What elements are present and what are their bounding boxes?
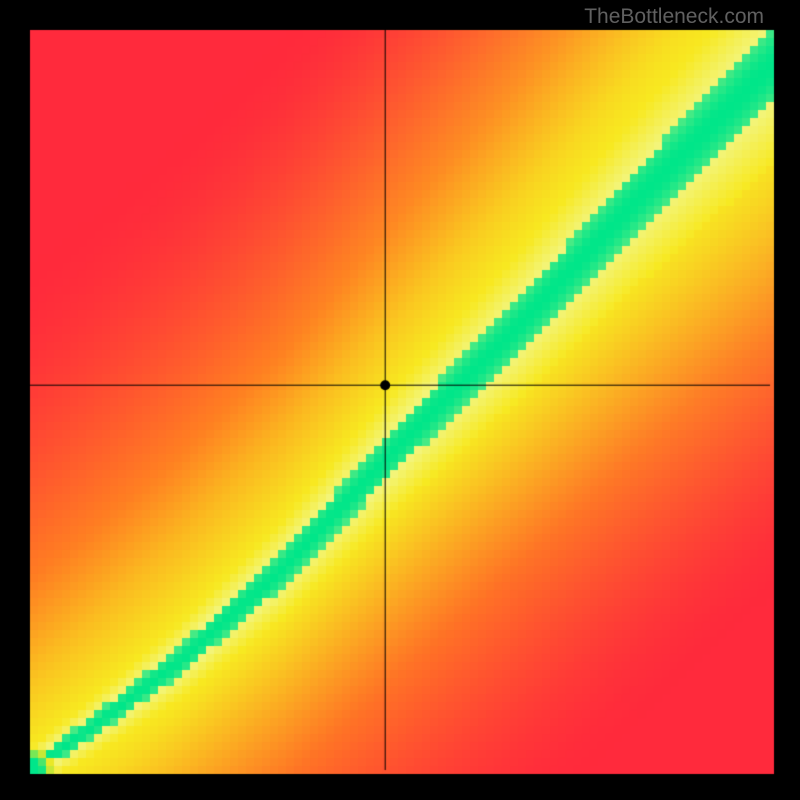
watermark-text: TheBottleneck.com [584,5,764,29]
heatmap-canvas [0,0,800,800]
chart-container: TheBottleneck.com [0,0,800,800]
